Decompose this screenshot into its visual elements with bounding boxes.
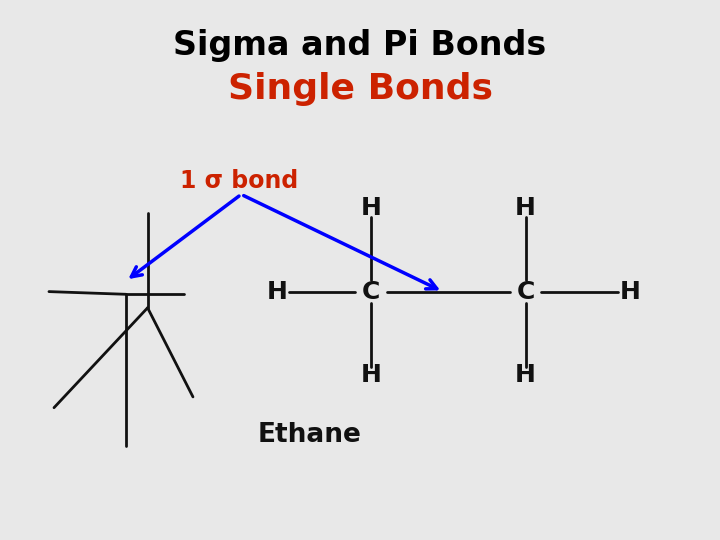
Text: Ethane: Ethane <box>258 422 361 448</box>
Text: H: H <box>516 196 536 220</box>
Text: C: C <box>516 280 535 303</box>
Text: C: C <box>361 280 380 303</box>
Text: H: H <box>361 363 381 387</box>
Text: H: H <box>267 280 287 303</box>
Text: 1 σ bond: 1 σ bond <box>180 169 298 193</box>
Text: H: H <box>516 363 536 387</box>
Text: H: H <box>620 280 640 303</box>
Text: Single Bonds: Single Bonds <box>228 72 492 106</box>
Text: Sigma and Pi Bonds: Sigma and Pi Bonds <box>174 29 546 63</box>
Text: H: H <box>361 196 381 220</box>
